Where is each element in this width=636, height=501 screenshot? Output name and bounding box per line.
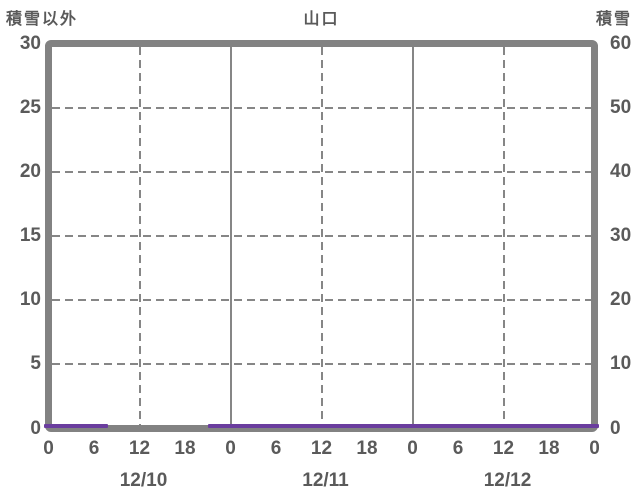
x-hour-label: 6 <box>88 438 100 459</box>
v-gridline-dashed <box>502 47 505 425</box>
x-hour-label: 18 <box>538 438 560 459</box>
left-axis-tick-label: 10 <box>19 289 41 311</box>
snow-depth-line-segment <box>43 424 108 428</box>
x-hour-label: 12 <box>128 438 151 459</box>
x-hour-label: 0 <box>407 438 418 459</box>
x-hour-label: 12 <box>492 438 515 459</box>
x-hour-label: 0 <box>43 438 54 459</box>
right-axis-tick-label: 60 <box>610 32 632 54</box>
snow-depth-line-segment <box>207 424 599 428</box>
date-label: 12/11 <box>302 470 349 491</box>
left-axis-tick-label: 0 <box>30 417 41 439</box>
x-hour-label: 18 <box>356 438 378 459</box>
left-axis-title: 積雪以外 <box>6 11 79 28</box>
date-label: 12/12 <box>483 470 532 491</box>
v-gridline-dashed <box>138 47 141 425</box>
v-gridline-solid <box>411 47 414 425</box>
right-axis-tick-label: 10 <box>610 353 632 375</box>
v-gridline-dashed <box>320 47 323 425</box>
x-hour-label: 12 <box>310 438 333 459</box>
left-axis-tick-label: 15 <box>19 225 41 246</box>
right-axis-tick-label: 40 <box>610 160 632 182</box>
right-axis-tick-label: 0 <box>610 417 621 439</box>
right-axis-tick-label: 30 <box>610 225 632 246</box>
right-axis-title: 積雪 <box>595 11 632 28</box>
x-hour-label: 0 <box>589 438 600 459</box>
left-axis-tick-label: 5 <box>30 353 41 375</box>
left-axis-tick-label: 25 <box>19 96 41 118</box>
right-axis-tick-label: 50 <box>610 96 632 118</box>
x-hour-label: 18 <box>174 438 196 459</box>
x-hour-label: 6 <box>452 438 464 459</box>
chart-title: 山口 <box>303 11 340 28</box>
left-axis-tick-label: 30 <box>19 32 41 54</box>
date-label: 12/10 <box>119 470 168 491</box>
v-gridline-solid <box>229 47 232 425</box>
right-axis-tick-label: 20 <box>610 289 632 311</box>
x-hour-label: 6 <box>270 438 282 459</box>
x-hour-label: 0 <box>225 438 236 459</box>
left-axis-tick-label: 20 <box>19 160 41 182</box>
